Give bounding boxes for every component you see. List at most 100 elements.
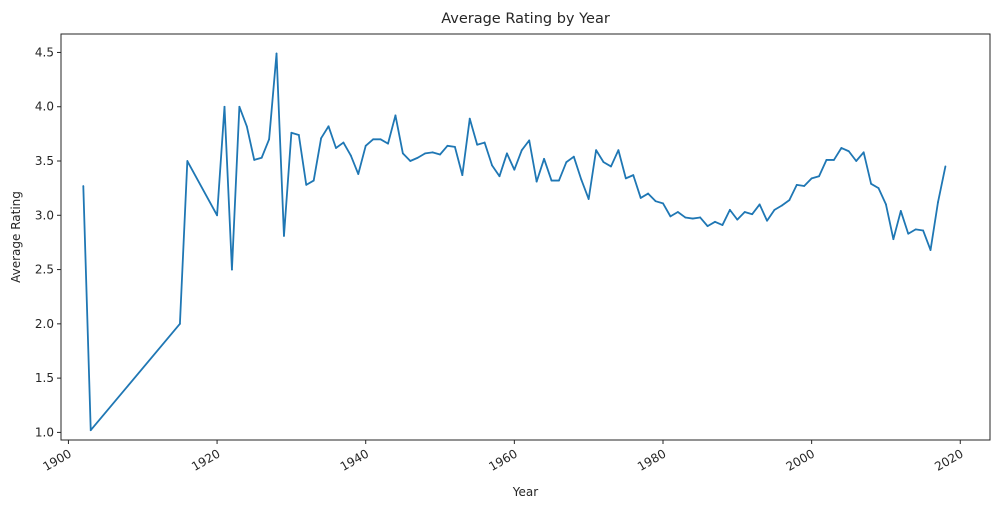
- y-tick-label: 1.0: [35, 425, 54, 439]
- data-point: [186, 160, 189, 162]
- data-point: [558, 179, 560, 182]
- data-point: [803, 185, 806, 187]
- y-tick-label: 2.0: [35, 317, 54, 331]
- plot-area-frame: [60, 33, 991, 441]
- data-point: [483, 141, 486, 144]
- data-point: [491, 164, 493, 167]
- data-point: [268, 138, 270, 141]
- data-point: [944, 165, 947, 168]
- data-point: [728, 208, 731, 211]
- data-point: [565, 161, 568, 163]
- data-point: [349, 154, 352, 157]
- data-point: [476, 143, 479, 146]
- x-tick-label: 1960: [486, 446, 519, 473]
- data-point: [610, 165, 612, 168]
- data-point: [275, 52, 278, 55]
- data-point: [840, 147, 843, 149]
- data-point: [520, 149, 523, 152]
- data-point: [781, 204, 783, 207]
- data-point: [453, 145, 456, 148]
- x-tick-label: 2020: [932, 446, 965, 473]
- data-point: [89, 429, 92, 432]
- data-point: [498, 175, 501, 178]
- data-point: [639, 197, 642, 199]
- data-point: [409, 160, 412, 162]
- data-point: [758, 203, 761, 206]
- data-point: [320, 137, 323, 140]
- data-point: [632, 174, 635, 177]
- data-point: [795, 183, 798, 186]
- data-point: [676, 211, 679, 213]
- data-point: [907, 232, 910, 235]
- series-line: [82, 52, 947, 432]
- data-point: [238, 105, 241, 108]
- data-point: [587, 198, 590, 200]
- data-point: [253, 159, 256, 161]
- data-point: [216, 214, 218, 217]
- data-point: [892, 238, 895, 241]
- data-point: [327, 125, 330, 128]
- data-point: [357, 173, 360, 175]
- data-point: [506, 152, 508, 155]
- data-point: [260, 156, 263, 159]
- data-point: [446, 144, 449, 147]
- data-point: [387, 142, 389, 145]
- x-tick-label: 2000: [784, 446, 817, 473]
- data-point: [751, 213, 754, 216]
- data-point: [439, 153, 441, 156]
- data-point: [617, 149, 620, 152]
- data-point: [885, 203, 887, 206]
- data-point: [773, 208, 776, 211]
- y-axis-label: Average Rating: [9, 191, 23, 283]
- x-axis-label: Year: [512, 485, 538, 499]
- x-tick-label: 1980: [635, 446, 668, 473]
- data-point: [714, 220, 716, 223]
- data-point: [899, 210, 902, 212]
- data-point: [647, 192, 650, 195]
- data-point: [394, 114, 397, 117]
- data-point: [179, 322, 181, 325]
- y-tick-label: 2.5: [35, 263, 54, 277]
- data-point: [862, 151, 865, 154]
- y-axis: 1.0 1.5 2.0 2.5 3.0 3.5 4.0 4.5: [35, 45, 61, 439]
- data-point: [706, 225, 709, 228]
- data-point: [223, 105, 226, 108]
- data-point: [788, 199, 791, 201]
- data-point: [424, 152, 427, 155]
- data-point: [580, 178, 583, 181]
- data-point: [372, 138, 375, 141]
- data-point: [937, 201, 939, 204]
- data-point: [283, 235, 285, 237]
- data-point: [231, 268, 233, 271]
- data-points: [82, 52, 947, 432]
- data-point: [305, 183, 308, 186]
- data-point: [914, 228, 917, 231]
- x-tick-label: 1920: [189, 446, 222, 473]
- data-point: [572, 155, 575, 158]
- data-point: [877, 187, 880, 190]
- data-point: [699, 216, 702, 219]
- data-point: [684, 216, 687, 219]
- data-point: [535, 180, 538, 183]
- data-point: [922, 229, 925, 232]
- data-point: [342, 141, 345, 144]
- data-point: [431, 151, 434, 154]
- data-point: [245, 125, 248, 128]
- data-point: [290, 131, 293, 134]
- data-point: [513, 168, 516, 171]
- data-point: [654, 200, 657, 203]
- y-tick-label: 3.5: [35, 154, 54, 168]
- data-point: [662, 202, 664, 205]
- data-point: [416, 156, 419, 159]
- data-point: [870, 182, 872, 185]
- x-axis: 1900 1920 1940 1960 1980 2000 2020: [40, 440, 966, 474]
- y-tick-label: 3.0: [35, 208, 54, 222]
- data-point: [401, 152, 404, 155]
- data-point: [847, 150, 850, 153]
- data-point: [364, 144, 367, 147]
- data-point: [743, 211, 746, 213]
- data-point: [528, 139, 531, 142]
- data-point: [543, 157, 545, 160]
- data-point: [461, 174, 464, 177]
- data-point: [602, 161, 605, 163]
